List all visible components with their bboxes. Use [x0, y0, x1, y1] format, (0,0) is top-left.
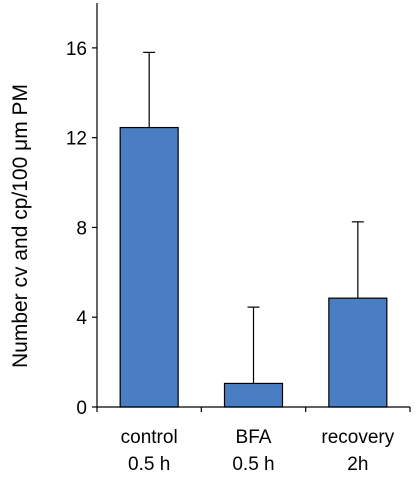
y-tick-label: 12 — [66, 129, 87, 150]
bars — [119, 126, 388, 408]
category-labels: control 0.5 h BFA 0.5 h recovery 2h — [121, 427, 395, 475]
y-tick-label: 8 — [76, 218, 87, 239]
y-axis-title: Number cv and cp/100 μm PM — [9, 84, 32, 368]
category-label: control — [121, 427, 178, 448]
bar — [119, 126, 179, 408]
y-tick-label: 4 — [76, 308, 87, 329]
category-label: BFA — [236, 427, 272, 448]
category-label: 2h — [347, 454, 368, 475]
axes — [96, 3, 411, 412]
category-label: 0.5 h — [128, 454, 170, 475]
category-label: 0.5 h — [232, 454, 274, 475]
bar — [223, 382, 284, 408]
y-axis-ticks: 0 4 8 12 16 — [66, 39, 97, 419]
y-tick-label: 0 — [76, 398, 87, 419]
category-label: recovery — [321, 427, 394, 448]
error-bars — [143, 51, 364, 384]
y-tick-label: 16 — [66, 39, 87, 60]
bar — [328, 297, 388, 408]
